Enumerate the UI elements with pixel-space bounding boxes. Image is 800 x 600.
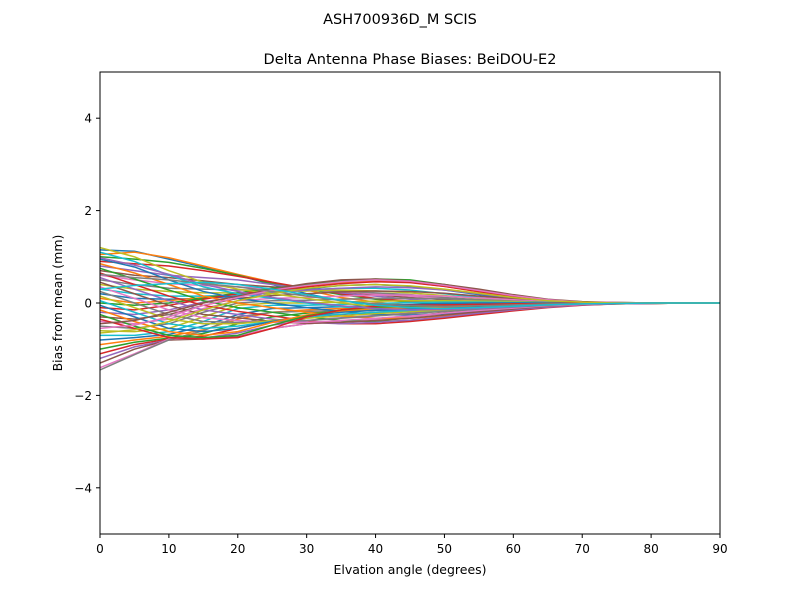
y-tick-label: −2 — [74, 389, 92, 403]
y-axis-ticks: −4 −2 0 2 4 — [74, 112, 100, 495]
chart-title: Delta Antenna Phase Biases: BeiDOU-E2 — [264, 52, 557, 68]
y-tick-label: −4 — [74, 481, 92, 495]
x-axis-label: Elvation angle (degrees) — [333, 562, 486, 577]
x-tick-label: 60 — [506, 542, 521, 556]
y-axis-label: Bias from mean (mm) — [50, 235, 65, 372]
y-tick-label: 2 — [84, 204, 92, 218]
x-axis-ticks: 0 10 20 30 40 50 60 70 80 90 — [96, 534, 728, 556]
x-tick-label: 30 — [299, 542, 314, 556]
x-tick-label: 90 — [712, 542, 727, 556]
x-tick-label: 50 — [437, 542, 452, 556]
x-tick-label: 10 — [161, 542, 176, 556]
x-tick-label: 80 — [643, 542, 658, 556]
figure-suptitle: ASH700936D_M SCIS — [323, 12, 477, 28]
x-tick-label: 20 — [230, 542, 245, 556]
y-tick-label: 0 — [84, 297, 92, 311]
y-tick-label: 4 — [84, 112, 92, 126]
plot-lines — [100, 246, 720, 371]
x-tick-label: 40 — [368, 542, 383, 556]
x-tick-label: 0 — [96, 542, 104, 556]
x-tick-label: 70 — [575, 542, 590, 556]
series-line — [100, 281, 720, 310]
